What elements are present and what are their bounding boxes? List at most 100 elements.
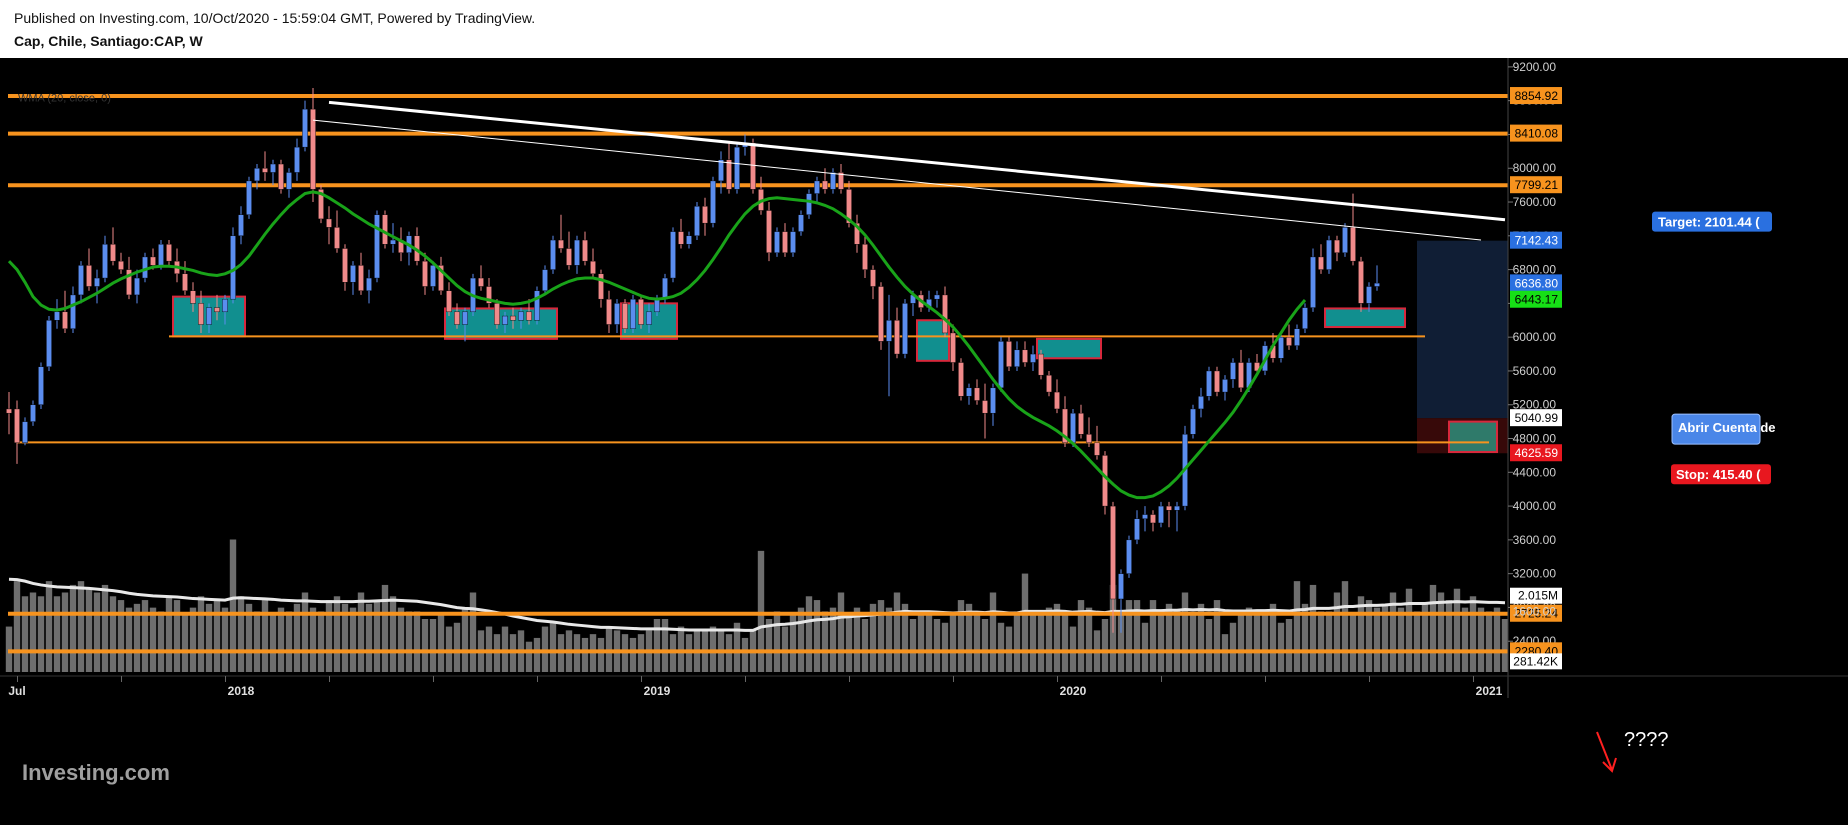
volume-bar	[45, 581, 53, 672]
x-tick-label: 2018	[228, 684, 255, 698]
volume-bar	[189, 607, 197, 672]
candle-body	[126, 269, 132, 296]
volume-bar	[1341, 581, 1349, 672]
candle-body	[846, 189, 852, 224]
candle-body	[382, 214, 388, 245]
candle-body	[438, 265, 444, 291]
candle-body	[134, 277, 140, 296]
candle-body	[1310, 256, 1316, 308]
candle-body	[1070, 412, 1076, 443]
candle-body	[478, 277, 484, 287]
price-chart[interactable]: WMA (20, close, 0) 9200.008800.008400.00…	[0, 58, 1848, 825]
candle-body	[990, 387, 996, 414]
volume-bar	[965, 603, 973, 672]
volume-bar	[893, 592, 901, 672]
volume-bar	[125, 607, 133, 672]
candle-body	[558, 239, 564, 249]
down-arrow-head	[1602, 757, 1617, 773]
candle-body	[294, 146, 300, 173]
volume-bar	[1181, 592, 1189, 672]
candle-body	[246, 180, 252, 215]
volume-bar	[1309, 584, 1317, 672]
volume-bar	[581, 637, 589, 672]
volume-bar	[237, 596, 245, 672]
volume-bar	[1005, 626, 1013, 672]
candle-body	[678, 231, 684, 245]
volume-bar	[1477, 607, 1485, 672]
volume-bar	[765, 619, 773, 672]
volume-tag-label: 2.015M	[1518, 589, 1558, 603]
candle-body	[766, 210, 772, 253]
candle-body	[662, 277, 668, 300]
price-tag-label: 6636.80	[1515, 276, 1559, 290]
volume-bar	[805, 596, 813, 672]
price-tag-label: 4625.59	[1515, 446, 1559, 460]
candle-body	[70, 294, 76, 329]
volume-tag	[1510, 653, 1562, 670]
candle-body	[502, 315, 508, 325]
candle-body	[62, 311, 68, 329]
volume-bar	[29, 592, 37, 672]
candle-body	[878, 286, 884, 342]
volume-bar	[485, 626, 493, 672]
volume-bar	[1373, 607, 1381, 672]
candle-body	[1230, 362, 1236, 380]
candle-body	[574, 239, 580, 266]
candle-body	[998, 341, 1004, 389]
candle-body	[94, 277, 100, 287]
candle-body	[1086, 434, 1092, 443]
y-tick-label: 8000.00	[1513, 161, 1557, 175]
volume-bar	[1141, 622, 1149, 672]
candle-body	[806, 193, 812, 215]
volume-bar	[285, 611, 293, 672]
volume-bar	[1293, 581, 1301, 672]
y-tick-label: 4400.00	[1513, 465, 1557, 479]
candle-body	[358, 265, 364, 291]
candle-body	[542, 269, 548, 291]
candle-body	[214, 307, 220, 313]
candle-body	[422, 260, 428, 287]
volume-bar	[1061, 615, 1069, 672]
level-price-tag	[1510, 604, 1562, 622]
candle-body	[1174, 505, 1180, 511]
candle-body	[958, 362, 964, 397]
volume-bar	[1453, 588, 1461, 672]
candle-body	[302, 108, 308, 148]
volume-bar	[909, 619, 917, 672]
candle-body	[1046, 374, 1052, 393]
candle-body	[934, 294, 940, 300]
candle-body	[1318, 256, 1324, 270]
candle-body	[310, 108, 316, 190]
trendline	[312, 119, 1482, 241]
volume-bar	[1213, 600, 1221, 672]
level-price-tag	[1510, 87, 1562, 105]
volume-bar	[69, 584, 77, 672]
candle-body	[1134, 518, 1140, 541]
volume-bar	[1197, 603, 1205, 672]
volume-bar	[1205, 619, 1213, 672]
volume-bar	[317, 611, 325, 672]
price-tag	[1510, 409, 1562, 427]
volume-bar	[789, 615, 797, 672]
volume-bar	[1253, 611, 1261, 672]
candle-body	[870, 269, 876, 287]
price-tag-label: 7142.43	[1515, 234, 1559, 248]
volume-bar	[253, 611, 261, 672]
volume-bar	[1165, 603, 1173, 672]
candle-body	[198, 303, 204, 325]
candle-body	[206, 307, 212, 325]
stop-callout	[1671, 464, 1771, 485]
volume-bar	[117, 600, 125, 672]
volume-bar	[133, 603, 141, 672]
candle-body	[38, 366, 44, 405]
volume-bar	[13, 581, 21, 672]
candle-body	[1110, 505, 1116, 600]
volume-bar	[1461, 607, 1469, 672]
candle-body	[374, 214, 380, 279]
candle-body	[318, 189, 324, 220]
volume-bar	[389, 596, 397, 672]
volume-bar	[709, 626, 717, 672]
volume-bar	[1405, 588, 1413, 672]
candle-body	[286, 172, 292, 190]
volume-bar	[541, 626, 549, 672]
